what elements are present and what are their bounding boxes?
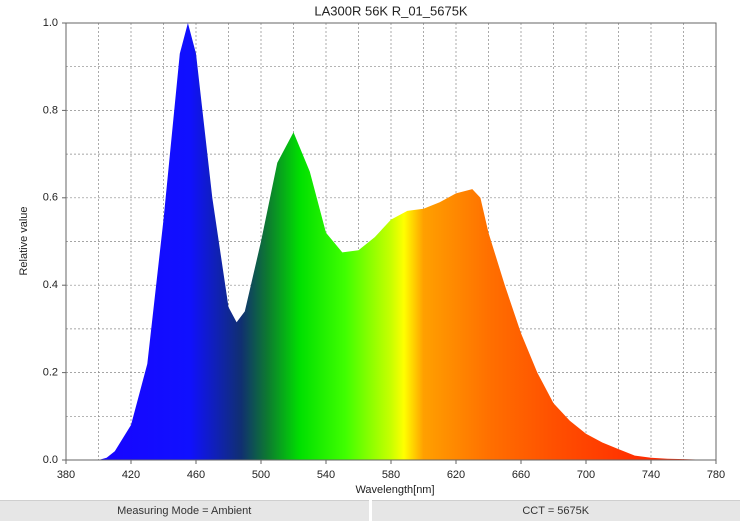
x-tick-label: 500 bbox=[252, 469, 270, 481]
y-tick-label: 0.4 bbox=[43, 279, 58, 291]
x-tick-label: 700 bbox=[577, 469, 595, 481]
status-bar: Measuring Mode = Ambient CCT = 5675K bbox=[0, 500, 740, 521]
x-tick-label: 540 bbox=[317, 469, 335, 481]
x-tick-label: 660 bbox=[512, 469, 530, 481]
y-tick-label: 0.8 bbox=[43, 104, 58, 116]
y-tick-label: 0.6 bbox=[43, 192, 58, 204]
x-tick-label: 780 bbox=[707, 469, 725, 481]
x-tick-label: 460 bbox=[187, 469, 205, 481]
status-cell: Measuring Mode = Ambient bbox=[0, 500, 369, 521]
y-tick-label: 1.0 bbox=[43, 17, 58, 29]
y-tick-label: 0.2 bbox=[43, 367, 58, 379]
x-axis-label: Wavelength[nm] bbox=[355, 484, 434, 496]
x-tick-label: 580 bbox=[382, 469, 400, 481]
x-tick-label: 420 bbox=[122, 469, 140, 481]
chart-title: LA300R 56K R_01_5675K bbox=[314, 3, 468, 18]
x-tick-label: 740 bbox=[642, 469, 660, 481]
y-tick-label: 0.0 bbox=[43, 454, 58, 466]
x-tick-label: 380 bbox=[57, 469, 75, 481]
y-axis-label: Relative value bbox=[18, 206, 30, 275]
chart: LA300R 56K R_01_5675K Wavelength[nm] Rel… bbox=[0, 0, 740, 500]
status-cell: CCT = 5675K bbox=[372, 500, 740, 521]
x-tick-label: 620 bbox=[447, 469, 465, 481]
